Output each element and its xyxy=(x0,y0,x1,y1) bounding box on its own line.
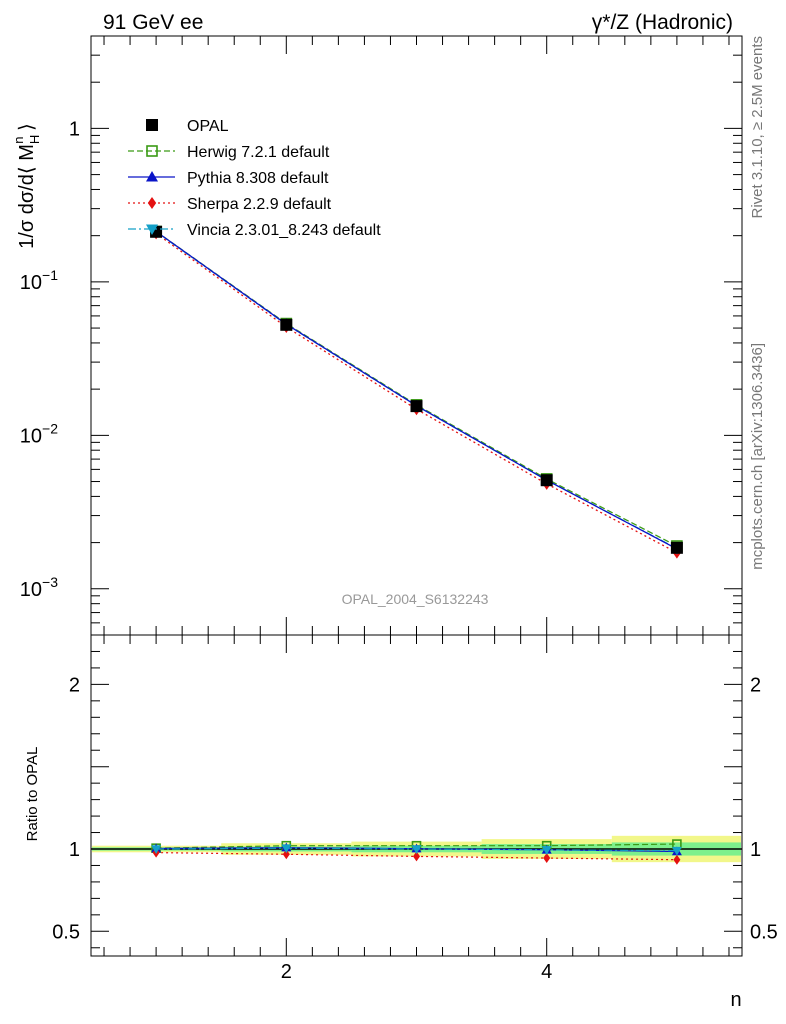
rivet-label: Rivet 3.1.10, ≥ 2.5M events xyxy=(749,36,766,219)
series-line xyxy=(155,230,678,547)
data-point xyxy=(671,846,682,856)
legend-label: Herwig 7.2.1 default xyxy=(187,144,330,161)
data-point xyxy=(410,400,423,413)
legend-entry: Herwig 7.2.1 default xyxy=(128,144,330,161)
legend-label: Vincia 2.3.01_8.243 default xyxy=(187,222,381,239)
x-tick-label: 2 xyxy=(281,961,292,983)
data-point xyxy=(543,853,551,864)
legend-label: Pythia 8.308 default xyxy=(187,170,329,187)
ratio-y-axis-label: Ratio to OPAL xyxy=(24,747,41,842)
y-tick-label: 10−2 xyxy=(20,420,58,447)
data-point xyxy=(282,849,290,860)
ratio-plot-frame xyxy=(90,634,743,957)
data-point xyxy=(146,171,158,182)
data-point xyxy=(411,845,422,854)
data-point xyxy=(151,845,162,854)
legend-entry: Vincia 2.3.01_8.243 default xyxy=(128,222,381,239)
x-axis-label: n xyxy=(730,989,741,1011)
series-line xyxy=(155,231,678,550)
y-tick-label-right: 0.5 xyxy=(750,921,778,943)
y-tick-label: 10−3 xyxy=(20,574,58,601)
right-title: γ*/Z (Hadronic) xyxy=(592,11,733,34)
y-tick-label: 1 xyxy=(69,118,80,140)
data-point xyxy=(281,844,292,854)
y-tick-label: 2 xyxy=(69,674,80,696)
main-y-axis-label: 1/σ dσ/d⟨ MHn ⟩ xyxy=(11,123,42,249)
y-tick-label: 10−1 xyxy=(20,267,58,294)
data-point xyxy=(280,318,293,331)
legend-entry: OPAL xyxy=(146,118,229,135)
ratio-series-line xyxy=(156,843,677,849)
left-title: 91 GeV ee xyxy=(103,11,203,34)
data-point xyxy=(540,474,553,487)
ratio-series-group xyxy=(151,839,682,865)
y-tick-label: 1 xyxy=(69,839,80,861)
x-tick-label: 4 xyxy=(541,961,552,983)
data-point xyxy=(673,854,681,865)
data-point xyxy=(541,846,552,855)
analysis-watermark: OPAL_2004_S6132243 xyxy=(342,591,489,607)
y-tick-label: 0.5 xyxy=(52,921,80,943)
legend-label: OPAL xyxy=(187,118,229,135)
data-point xyxy=(146,145,158,157)
y-tick-label-right: 2 xyxy=(750,674,761,696)
data-point xyxy=(146,224,158,235)
legend-entry: Sherpa 2.2.9 default xyxy=(128,196,332,213)
data-point xyxy=(670,541,683,554)
legend-label: Sherpa 2.2.9 default xyxy=(187,196,332,213)
mcplots-label: mcplots.cern.ch [arXiv:1306.3436] xyxy=(749,343,766,570)
data-point xyxy=(146,119,158,131)
main-series-group xyxy=(150,225,683,559)
main-axis-ticks xyxy=(91,35,742,636)
y-tick-label-right: 1 xyxy=(750,839,761,861)
data-point xyxy=(147,197,157,209)
legend-entry: Pythia 8.308 default xyxy=(128,170,329,187)
series-line xyxy=(155,232,678,554)
series-line xyxy=(155,230,678,550)
data-point xyxy=(413,851,420,862)
main-y-tick-labels: 1 10−1 10−2 10−3 xyxy=(20,118,80,600)
legend: OPAL Herwig 7.2.1 default Pythia 8.308 def… xyxy=(128,118,381,239)
ratio-axis-ticks: 2 2 1 1 0.5 0.5 2 4 xyxy=(52,635,778,983)
